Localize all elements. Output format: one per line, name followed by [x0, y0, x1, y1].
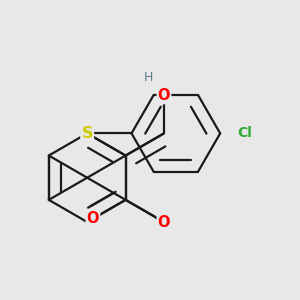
Text: O: O — [87, 211, 99, 226]
Text: O: O — [158, 214, 170, 230]
Text: Cl: Cl — [238, 126, 253, 140]
Text: H: H — [144, 71, 153, 85]
Text: O: O — [158, 88, 170, 103]
Text: S: S — [81, 126, 93, 141]
